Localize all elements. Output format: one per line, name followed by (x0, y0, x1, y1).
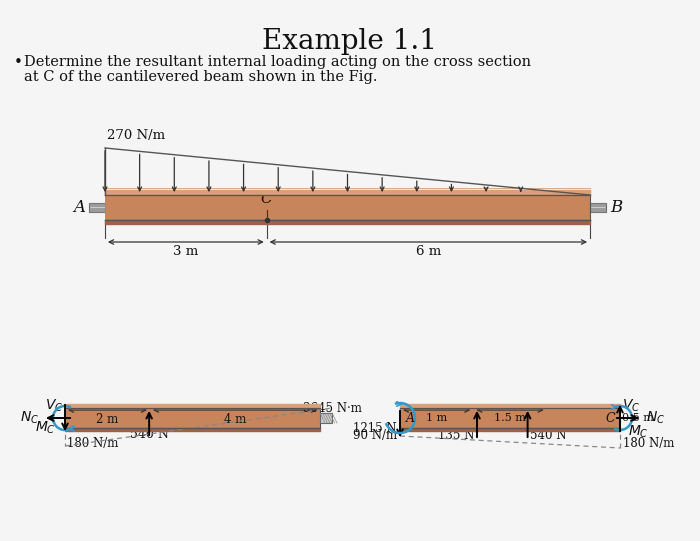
Text: Example 1.1: Example 1.1 (262, 28, 438, 55)
Text: 540 N: 540 N (530, 429, 566, 442)
Text: at C of the cantilevered beam shown in the Fig.: at C of the cantilevered beam shown in t… (24, 70, 377, 84)
Text: $N_C$: $N_C$ (646, 410, 665, 426)
Text: A: A (73, 199, 85, 216)
Text: 1.5 m: 1.5 m (494, 413, 526, 423)
Text: 4 m: 4 m (224, 413, 246, 426)
Text: $V_C$: $V_C$ (45, 398, 63, 414)
Text: 180 N/m: 180 N/m (67, 437, 118, 450)
Text: A: A (405, 412, 414, 425)
Text: 1 m: 1 m (426, 413, 447, 423)
Text: 1215 N: 1215 N (354, 421, 397, 434)
Text: C: C (606, 412, 615, 425)
Text: $N_C$: $N_C$ (20, 410, 39, 426)
Text: Determine the resultant internal loading acting on the cross section: Determine the resultant internal loading… (24, 55, 531, 69)
Text: B: B (610, 199, 622, 216)
Polygon shape (105, 195, 590, 220)
Text: 3645 N·m: 3645 N·m (303, 401, 362, 414)
Text: $M_C$: $M_C$ (34, 420, 55, 436)
Text: 0.5 m: 0.5 m (622, 413, 654, 423)
Text: 540 N: 540 N (130, 428, 169, 441)
Text: 135 N: 135 N (438, 429, 474, 442)
Text: •: • (14, 55, 23, 70)
Polygon shape (65, 408, 320, 428)
Text: 6 m: 6 m (416, 245, 441, 258)
Polygon shape (400, 408, 620, 428)
Text: C: C (261, 192, 272, 206)
Polygon shape (89, 203, 105, 212)
Polygon shape (320, 413, 332, 423)
Text: $V_C$: $V_C$ (622, 398, 640, 414)
Text: 180 N/m: 180 N/m (623, 437, 674, 450)
Text: 90 N/m: 90 N/m (353, 430, 397, 443)
Polygon shape (590, 203, 606, 212)
Text: $M_C$: $M_C$ (628, 424, 649, 440)
Text: 3 m: 3 m (173, 245, 199, 258)
Text: 2 m: 2 m (97, 413, 118, 426)
Text: 270 N/m: 270 N/m (107, 129, 165, 142)
